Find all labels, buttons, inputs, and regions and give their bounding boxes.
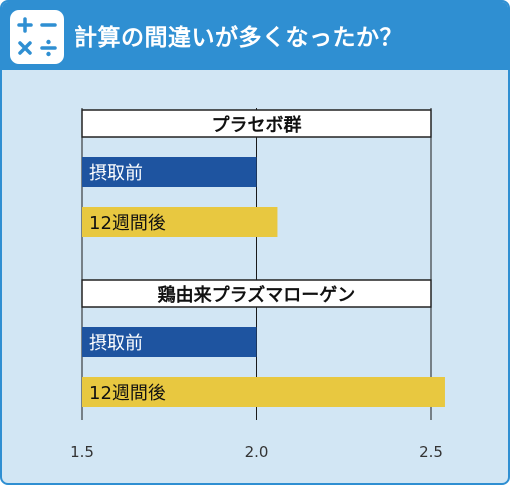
- bar-label: 摂取前: [89, 333, 143, 354]
- bar: [82, 377, 445, 407]
- x-tick-label: 1.5: [70, 443, 94, 461]
- x-tick-label: 2.5: [419, 443, 443, 461]
- bar: [82, 327, 257, 357]
- chart-title: 計算の間違いが多くなったか？: [74, 25, 403, 51]
- bar-label: 摂取前: [89, 163, 143, 184]
- group-header-label: プラセボ群: [212, 114, 302, 136]
- group-header-box: [81, 109, 432, 138]
- group-header-box: [81, 279, 432, 308]
- calculator-symbols-icon: [10, 10, 64, 64]
- bar: [82, 207, 278, 237]
- header-bar: 計算の間違いが多くなったか？: [2, 2, 508, 70]
- bar-label: 12週間後: [89, 383, 166, 404]
- group-header-label: 鶏由来プラズマローゲン: [158, 284, 356, 306]
- bar: [82, 157, 257, 187]
- bar-label: 12週間後: [89, 213, 166, 234]
- x-tick-label: 2.0: [245, 443, 269, 461]
